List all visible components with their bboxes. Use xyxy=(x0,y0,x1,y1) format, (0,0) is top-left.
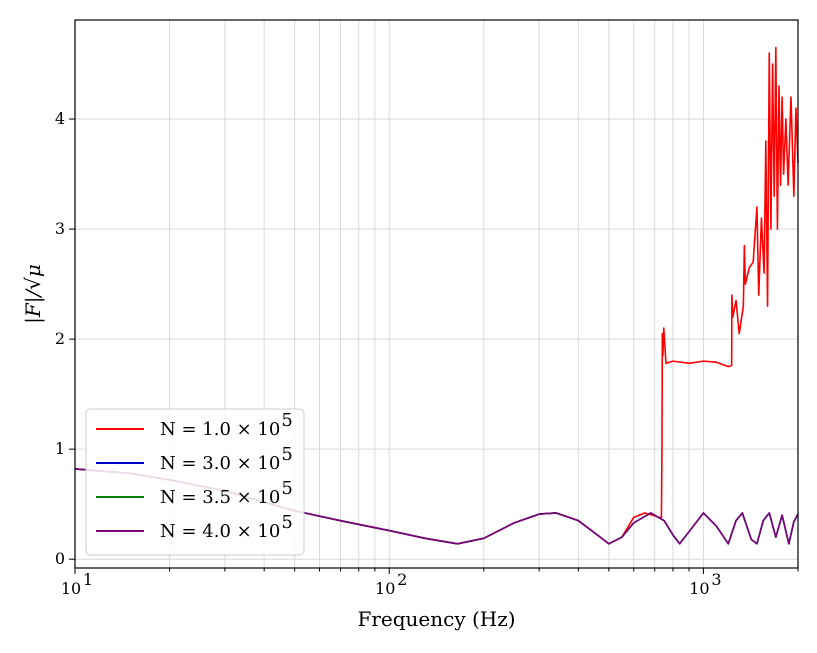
plot-frame xyxy=(74,19,799,569)
legend-label-2: N = 3.0 × 10 xyxy=(160,453,280,474)
legend-label-exponent-4: 5 xyxy=(281,512,292,533)
legend-label-3: N = 3.5 × 10 xyxy=(160,487,280,508)
y-tick-label: 4 xyxy=(55,109,65,128)
x-axis-title: Frequency (Hz) xyxy=(357,607,515,631)
y-tick-label: 1 xyxy=(55,439,65,458)
grid-lines xyxy=(75,20,798,568)
series-lines xyxy=(74,46,799,545)
legend-label-1: N = 1.0 × 10 xyxy=(160,419,280,440)
x-tick-label: 10 xyxy=(61,579,81,598)
legend-label-exponent-2: 5 xyxy=(281,444,292,465)
y-tick-label: 2 xyxy=(55,329,65,348)
x-tick-label: 10 xyxy=(689,579,709,598)
legend-box xyxy=(85,408,305,556)
x-tick-label: 10 xyxy=(375,579,395,598)
x-tick-exponent: 3 xyxy=(711,570,721,589)
y-tick-label: 0 xyxy=(55,549,65,568)
x-tick-exponent: 1 xyxy=(83,570,93,589)
y-axis-title: |F|/√μ xyxy=(21,264,46,324)
legend-label-exponent-1: 5 xyxy=(281,410,292,431)
x-tick-exponent: 2 xyxy=(397,570,407,589)
legend-label-exponent-3: 5 xyxy=(281,478,292,499)
legend-label-4: N = 4.0 × 10 xyxy=(160,521,280,542)
legend: N = 1.0 × 10 5N = 3.0 × 10 5N = 3.5 × 10 5N… xyxy=(85,408,305,556)
y-tick-label: 3 xyxy=(55,219,65,238)
series-line-4 xyxy=(74,468,799,545)
